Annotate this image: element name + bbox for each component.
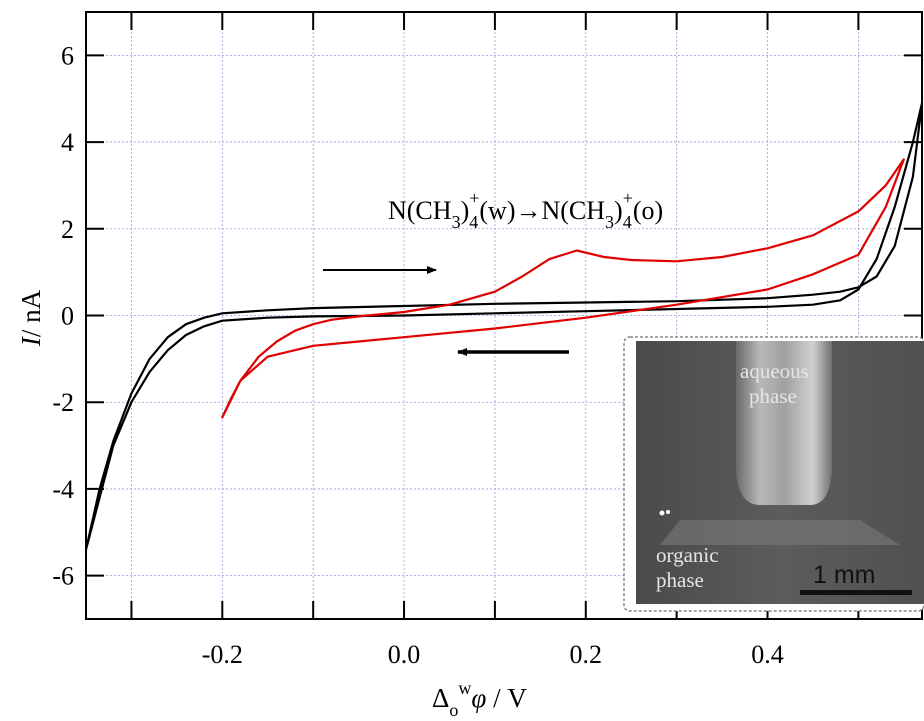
x-tick-label: 0.2 <box>570 640 603 669</box>
y-axis-title: I/ nA <box>16 289 46 347</box>
y-tick-label: 6 <box>61 41 74 70</box>
series-line-1 <box>221 158 905 419</box>
inset-label-organic: organic <box>656 543 719 567</box>
y-tick-label: 2 <box>61 215 74 244</box>
inset-label-organic-phase: phase <box>656 568 704 592</box>
y-tick-label: -2 <box>52 388 74 417</box>
inset-label-aqueous-phase: phase <box>749 384 797 408</box>
axis-ticks <box>86 12 922 619</box>
x-tick-label: 0.0 <box>388 640 421 669</box>
y-tick-label: 4 <box>61 128 74 157</box>
y-tick-label: 0 <box>61 302 74 331</box>
series-line-0 <box>86 101 922 551</box>
scale-bar-label: 1 mm <box>813 561 876 589</box>
inset-photo: aqueous phase organic phase 1 mm <box>623 336 924 612</box>
y-tick-label: -4 <box>52 475 74 504</box>
inset-label-aqueous: aqueous <box>740 359 809 383</box>
x-tick-label: 0.4 <box>751 640 784 669</box>
scale-bar <box>800 590 912 595</box>
tick-labels: -0.2 0.0 0.2 0.4 -6 -4 -2 0 2 4 6 <box>52 41 783 669</box>
y-tick-label: -6 <box>52 562 74 591</box>
series-layer <box>86 101 922 551</box>
x-axis-title: Δowφ / V <box>432 678 527 720</box>
transfer-annotation: N(CH3)4+(w)→N(CH3)4+(o) <box>388 188 663 232</box>
x-tick-label: -0.2 <box>202 640 243 669</box>
